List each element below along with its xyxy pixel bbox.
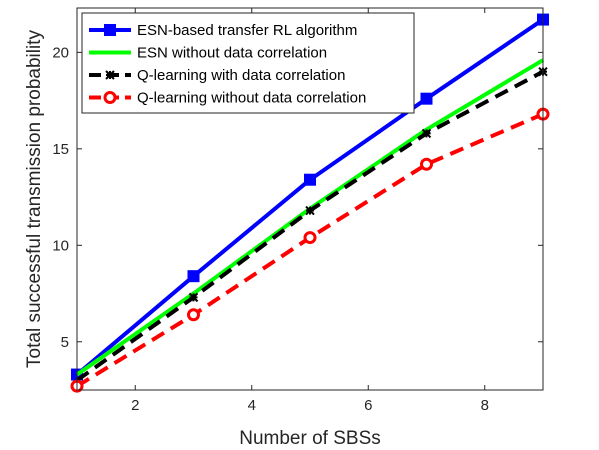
- y-tick-label-15: 15: [52, 141, 69, 158]
- data-point-q-learning-with-data-correlation-4: [421, 128, 432, 139]
- x-tick-label-4: 4: [248, 397, 256, 414]
- y-tick-label-20: 20: [52, 44, 69, 61]
- data-point-q-learning-without-data-correlation-3: [303, 231, 317, 245]
- legend-label-esn-without-data-correlation: ESN without data correlation: [137, 45, 327, 62]
- y-axis-label: Total successful transmission probabilit…: [24, 30, 45, 368]
- y-tick-label-5: 5: [61, 334, 69, 351]
- data-point-q-learning-without-data-correlation-4: [420, 157, 433, 171]
- legend-entry-esn-based-transfer-rl-algorithm: ESN-based transfer RL algorithm: [89, 22, 357, 39]
- data-point-esn-based-transfer-rl-algorithm-2: [187, 270, 200, 283]
- data-point-esn-based-transfer-rl-algorithm-3: [304, 173, 316, 186]
- legend-entry-q-learning-with-data-correlation: Q-learning with data correlation: [89, 67, 345, 84]
- legend-label-esn-based-transfer-rl-algorithm: ESN-based transfer RL algorithm: [137, 22, 357, 39]
- x-axis-label: Number of SBSs: [239, 428, 381, 449]
- legend-entry-q-learning-without-data-correlation: Q-learning without data correlation: [89, 90, 366, 107]
- legend-entry-esn-without-data-correlation: ESN without data correlation: [89, 45, 327, 62]
- data-point-q-learning-with-data-correlation-2: [188, 292, 199, 303]
- x-tick-label-2: 2: [131, 397, 139, 414]
- x-tick-label-6: 6: [364, 397, 372, 414]
- series-layer: [70, 13, 550, 393]
- legend-marker-q-learning-with-data-correlation: [105, 70, 115, 80]
- data-point-q-learning-with-data-correlation-3: [305, 205, 315, 216]
- legend-box: [81, 12, 415, 114]
- axes-box: [76, 7, 544, 391]
- legend-marker-esn-based-transfer-rl-algorithm: [104, 24, 116, 36]
- y-tick-label-10: 10: [52, 237, 69, 254]
- legend-label-q-learning-with-data-correlation: Q-learning with data correlation: [137, 67, 345, 84]
- x-tick-label-8: 8: [481, 397, 489, 414]
- legend: ESN-based transfer RL algorithm ESN witho…: [81, 12, 415, 114]
- data-point-q-learning-without-data-correlation-2: [187, 308, 200, 322]
- ticks-layer: 2 4 6 8 5 10 15 20: [52, 8, 543, 414]
- data-point-esn-based-transfer-rl-algorithm-4: [420, 92, 433, 105]
- axes-layer: [76, 7, 544, 391]
- legend-label-q-learning-without-data-correlation: Q-learning without data correlation: [137, 90, 366, 107]
- legend-marker-q-learning-without-data-correlation: [103, 91, 117, 104]
